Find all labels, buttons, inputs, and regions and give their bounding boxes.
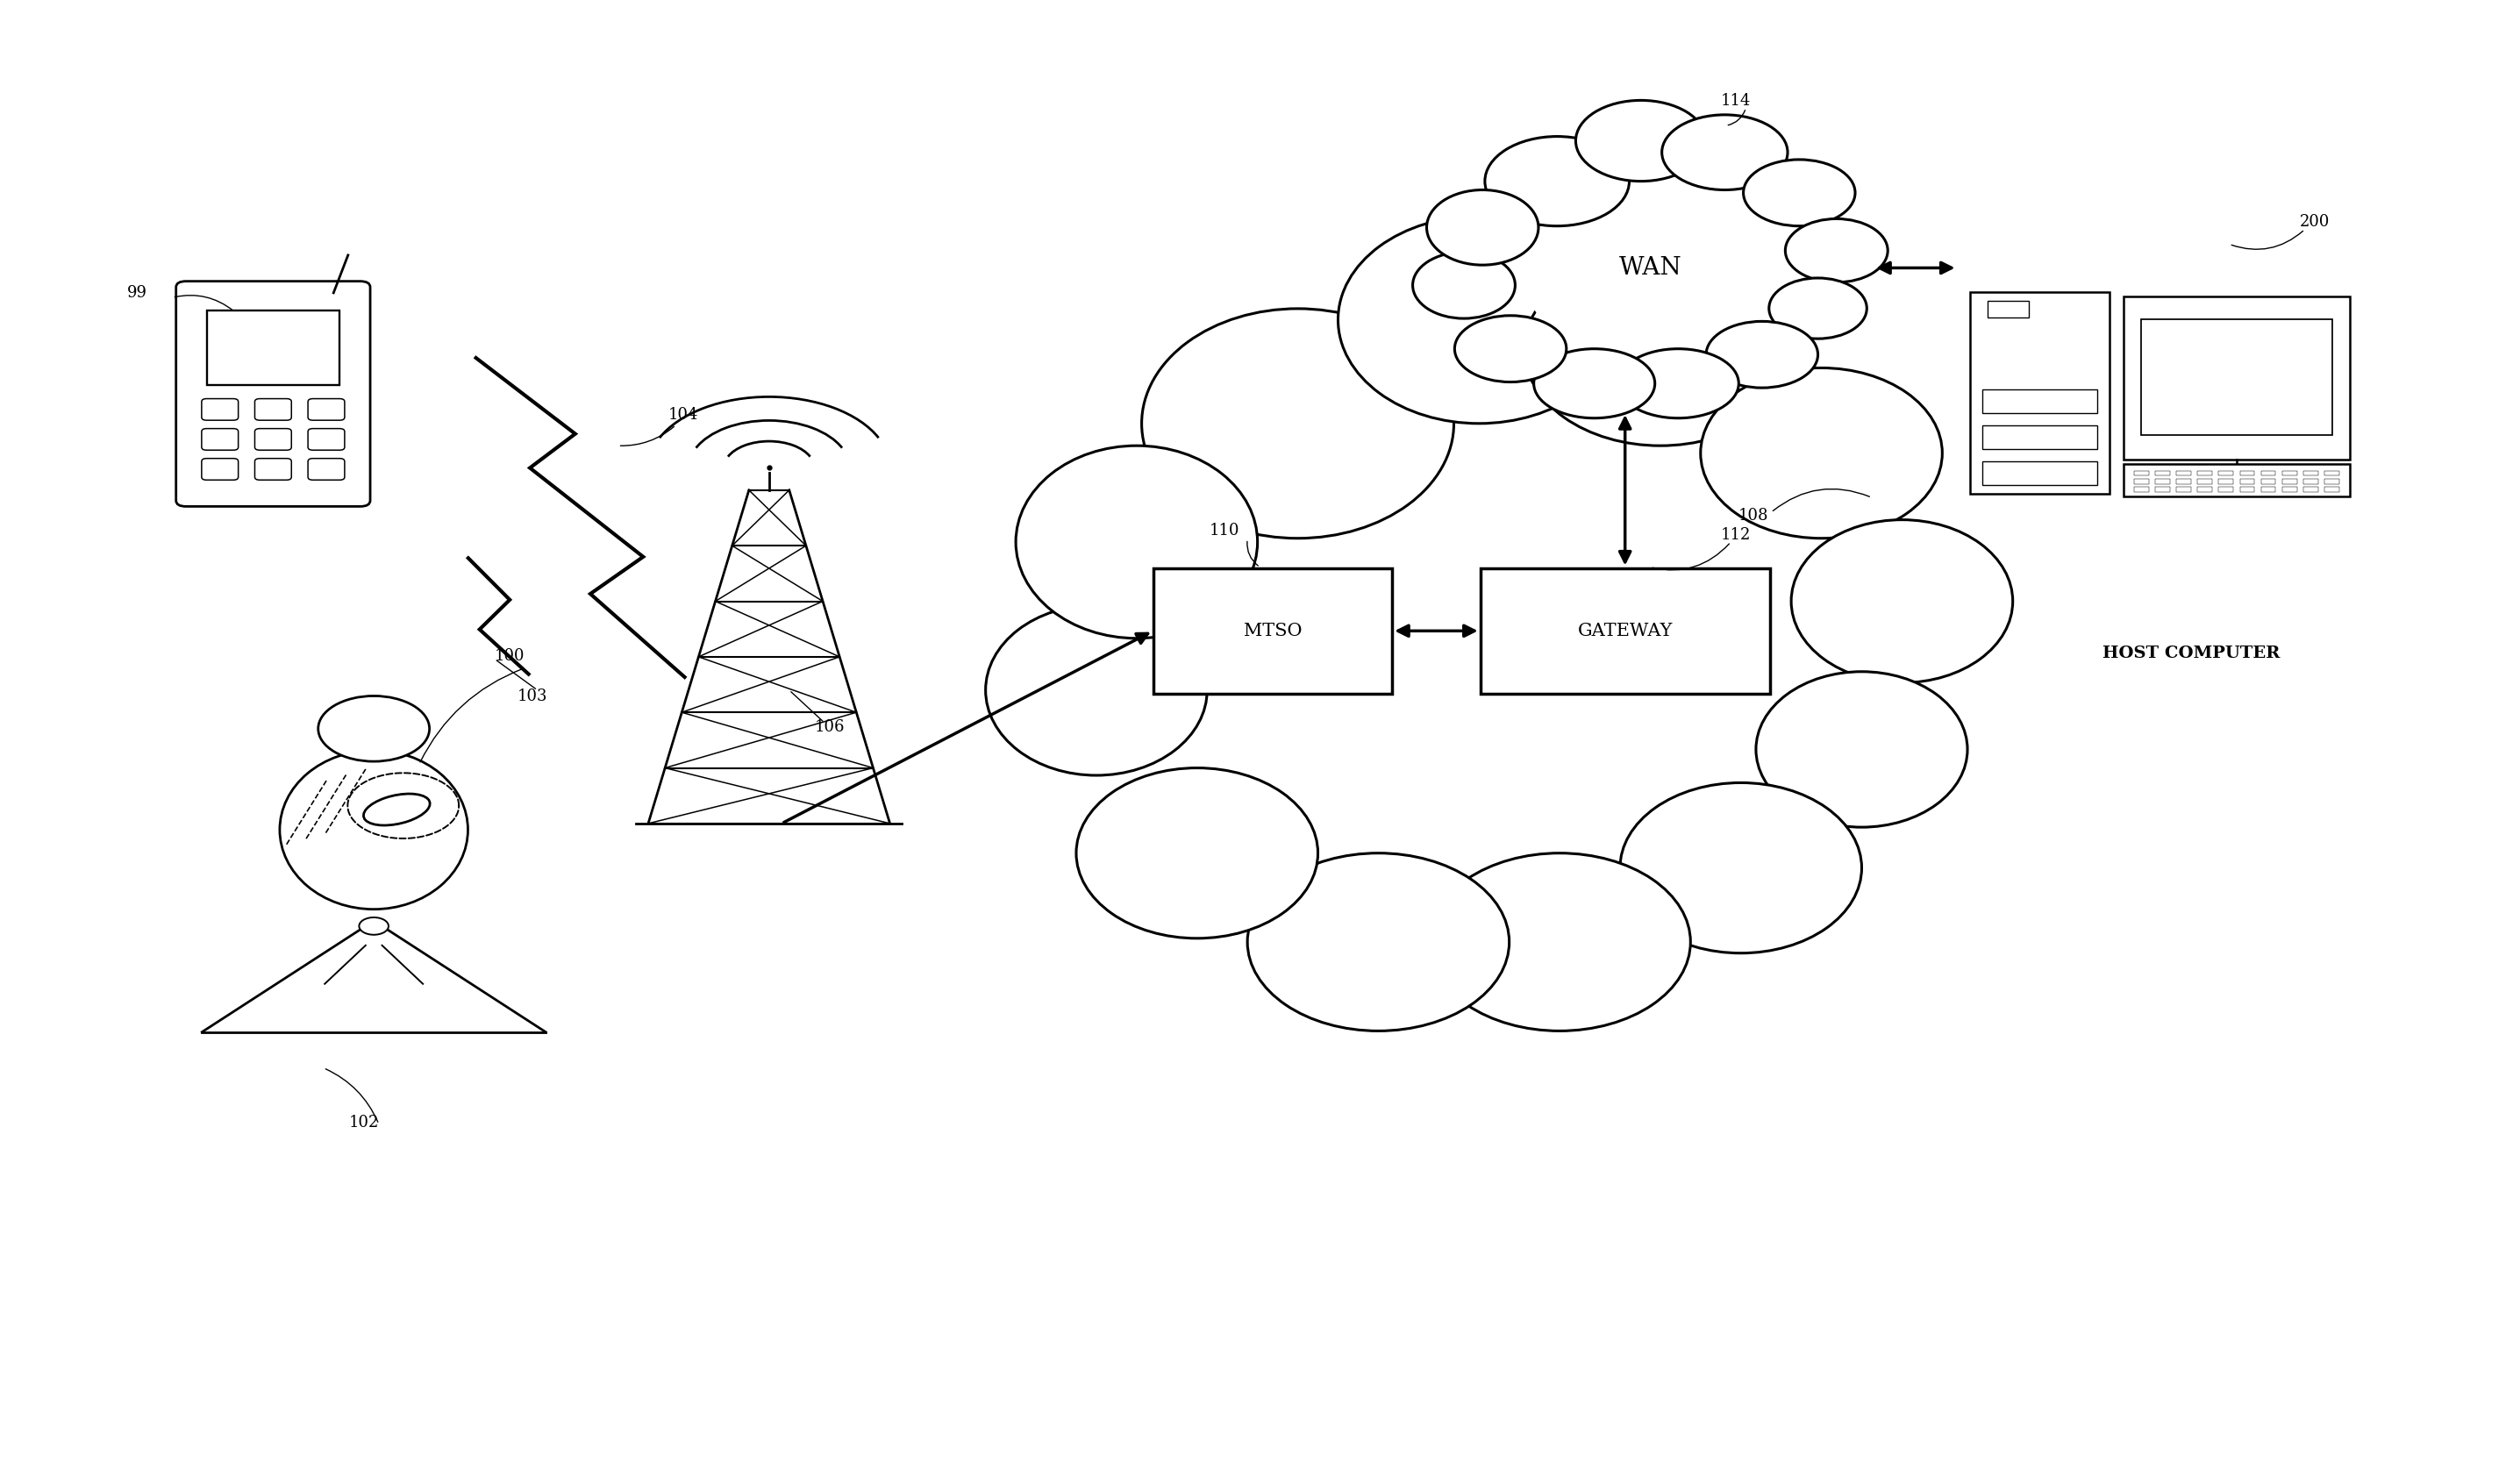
Text: 99: 99 [126,285,146,301]
FancyBboxPatch shape [2260,470,2276,476]
FancyBboxPatch shape [307,399,345,420]
FancyBboxPatch shape [2218,487,2233,493]
Ellipse shape [1792,519,2013,683]
Ellipse shape [1575,101,1706,181]
Text: 100: 100 [494,649,524,663]
FancyBboxPatch shape [2177,479,2190,484]
FancyBboxPatch shape [2240,487,2255,493]
FancyBboxPatch shape [2177,470,2190,476]
Ellipse shape [1247,853,1509,1031]
FancyBboxPatch shape [2240,470,2255,476]
Ellipse shape [1744,160,1855,226]
FancyBboxPatch shape [2155,487,2170,493]
Ellipse shape [1756,672,1968,827]
Ellipse shape [1661,114,1787,190]
Ellipse shape [1784,218,1887,282]
Ellipse shape [1525,254,1797,445]
Ellipse shape [1076,767,1318,938]
FancyBboxPatch shape [2197,487,2213,493]
FancyBboxPatch shape [2124,297,2351,460]
Text: 104: 104 [668,407,698,423]
FancyBboxPatch shape [1983,389,2097,413]
Text: GATEWAY: GATEWAY [1578,623,1673,640]
FancyBboxPatch shape [2218,470,2233,476]
FancyBboxPatch shape [1479,568,1769,695]
FancyBboxPatch shape [2134,470,2150,476]
FancyBboxPatch shape [2218,479,2233,484]
Ellipse shape [1426,190,1537,266]
FancyBboxPatch shape [2177,487,2190,493]
FancyBboxPatch shape [2283,487,2296,493]
FancyBboxPatch shape [2134,487,2150,493]
FancyBboxPatch shape [2197,479,2213,484]
FancyBboxPatch shape [2260,479,2276,484]
Ellipse shape [1618,349,1739,418]
Circle shape [318,696,428,761]
FancyBboxPatch shape [255,399,292,420]
Ellipse shape [1620,782,1862,953]
Ellipse shape [280,751,469,910]
FancyBboxPatch shape [2240,479,2255,484]
FancyBboxPatch shape [1154,568,1391,695]
Polygon shape [985,217,2013,1031]
Text: 114: 114 [1721,92,1751,108]
FancyBboxPatch shape [2283,479,2296,484]
Ellipse shape [1414,252,1515,319]
Ellipse shape [1769,278,1867,338]
Text: HOST COMPUTER: HOST COMPUTER [2102,646,2281,662]
FancyBboxPatch shape [1971,292,2109,494]
FancyBboxPatch shape [2134,479,2150,484]
Text: WAN: WAN [1618,257,1681,280]
Ellipse shape [363,794,431,825]
FancyBboxPatch shape [307,459,345,479]
FancyBboxPatch shape [1983,462,2097,485]
Text: 112: 112 [1721,527,1751,543]
FancyBboxPatch shape [202,399,239,420]
FancyBboxPatch shape [2303,470,2318,476]
FancyBboxPatch shape [207,310,340,386]
Ellipse shape [985,605,1207,775]
Text: 103: 103 [517,689,547,703]
FancyBboxPatch shape [2155,479,2170,484]
Text: 200: 200 [2301,214,2331,230]
Text: 102: 102 [348,1114,378,1131]
Ellipse shape [1338,217,1620,423]
FancyBboxPatch shape [1988,300,2029,318]
Ellipse shape [1016,445,1257,638]
FancyBboxPatch shape [2260,487,2276,493]
FancyBboxPatch shape [176,282,370,506]
FancyBboxPatch shape [255,459,292,479]
FancyBboxPatch shape [2175,473,2298,485]
Text: 108: 108 [1739,508,1769,524]
Circle shape [358,917,388,935]
FancyBboxPatch shape [2155,470,2170,476]
FancyBboxPatch shape [2323,470,2339,476]
FancyBboxPatch shape [2303,479,2318,484]
FancyBboxPatch shape [2283,470,2296,476]
FancyBboxPatch shape [2142,319,2334,435]
FancyBboxPatch shape [2323,479,2339,484]
Text: 106: 106 [814,720,844,735]
FancyBboxPatch shape [255,429,292,450]
FancyBboxPatch shape [2197,470,2213,476]
FancyBboxPatch shape [2124,464,2351,497]
Polygon shape [1414,101,1887,418]
Ellipse shape [1454,316,1567,381]
FancyBboxPatch shape [2323,487,2339,493]
FancyBboxPatch shape [202,459,239,479]
FancyBboxPatch shape [307,429,345,450]
Ellipse shape [1142,309,1454,539]
FancyBboxPatch shape [202,429,239,450]
Text: MTSO: MTSO [1242,623,1303,640]
Ellipse shape [1535,349,1656,418]
Ellipse shape [1706,322,1817,387]
FancyBboxPatch shape [2303,487,2318,493]
Ellipse shape [1484,137,1630,226]
Ellipse shape [1429,853,1691,1031]
Ellipse shape [1701,368,1943,539]
FancyBboxPatch shape [1983,424,2097,450]
Text: 110: 110 [1210,522,1240,539]
